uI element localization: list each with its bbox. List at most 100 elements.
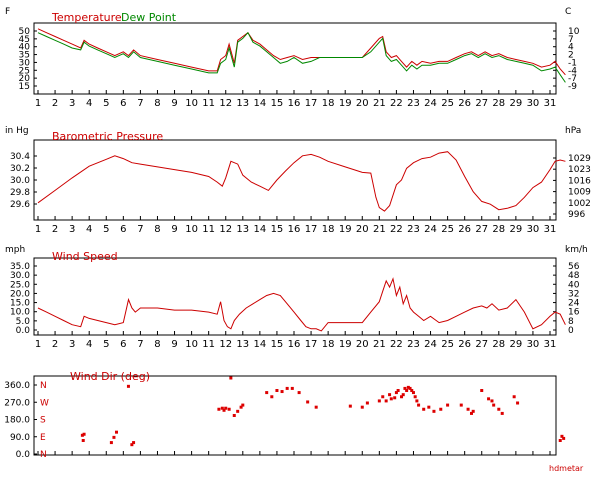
panel2-y-tick-label-right: 1023 xyxy=(568,165,591,175)
panel4-point xyxy=(130,443,134,447)
panel4-point xyxy=(297,391,301,395)
panel1-x-tick-label: 3 xyxy=(69,98,75,109)
panel4-point xyxy=(280,390,284,394)
panel4-point xyxy=(562,436,566,440)
panel3-x-tick-label: 11 xyxy=(202,339,215,350)
panel4-point xyxy=(490,399,494,403)
panel4-point xyxy=(126,384,130,388)
panel4-y-tick-label-left: 180.0 xyxy=(4,416,30,426)
panel1-x-tick-label: 18 xyxy=(322,98,335,109)
panel4-compass-label: W xyxy=(40,398,49,408)
panel4-y-tick-label-left: 90.0 xyxy=(10,433,30,443)
panel4-y-tick-label-left: 360.0 xyxy=(4,381,30,391)
panel2-x-tick-label: 10 xyxy=(185,224,198,235)
panel2-ylabel-right: hPa xyxy=(565,126,581,136)
panel1-y-tick-label-right: -9 xyxy=(568,82,577,92)
panel3-x-tick-label: 4 xyxy=(86,339,92,350)
panel2-series-line-1 xyxy=(37,151,566,212)
panel4-point xyxy=(400,395,404,399)
panel3-y-tick-label-right: 40 xyxy=(568,280,580,290)
panel1-x-tick-label: 24 xyxy=(424,98,437,109)
panel3-x-tick-label: 2 xyxy=(52,339,58,350)
panel2-title: Barometric Pressure xyxy=(52,130,163,143)
panel1-x-tick-label: 13 xyxy=(236,98,249,109)
panel4-point xyxy=(389,397,393,401)
panel1-x-tick-label: 21 xyxy=(373,98,386,109)
panel3-x-tick-label: 14 xyxy=(253,339,266,350)
panel4-point xyxy=(224,406,228,410)
panel1-x-tick-label: 2 xyxy=(52,98,58,109)
panel1-x-tick-label: 22 xyxy=(390,98,403,109)
panel4-point xyxy=(265,391,269,395)
panel2-x-tick-label: 20 xyxy=(356,224,369,235)
panel4-point xyxy=(229,376,233,380)
panel3-x-tick-label: 20 xyxy=(356,339,369,350)
panel1-ylabel-left: F xyxy=(5,7,10,17)
panel2-y-tick-label-right: 1002 xyxy=(568,199,591,209)
panel3-y-tick-label-right: 48 xyxy=(568,271,580,281)
panel1-x-tick-label: 7 xyxy=(137,98,143,109)
panel1-title-2: Dew Point xyxy=(121,11,177,24)
panel4-y-tick-label-left: 0.0 xyxy=(16,450,31,460)
panel2-x-tick-label: 23 xyxy=(407,224,420,235)
panel3-x-tick-label: 8 xyxy=(154,339,160,350)
panel2-x-tick-label: 14 xyxy=(253,224,266,235)
panel3-y-tick-label-left: 15.0 xyxy=(10,299,30,309)
panel4-compass-label: E xyxy=(40,433,46,443)
panel1-y-tick-label-right: 7 xyxy=(568,35,574,45)
panel1-y-tick-label-right: -1 xyxy=(568,58,577,68)
panel3-series-line-1 xyxy=(37,277,566,332)
panel2-y-tick-label-left: 30.4 xyxy=(10,152,30,162)
panel4-point xyxy=(394,391,398,395)
panel4-point xyxy=(413,395,417,399)
panel4-point xyxy=(109,441,113,445)
panel1-x-tick-label: 30 xyxy=(527,98,540,109)
panel3-y-tick-label-right: 0 xyxy=(568,326,574,336)
panel3-y-tick-label-left: 5.0 xyxy=(16,317,31,327)
panel1-x-tick-label: 19 xyxy=(339,98,352,109)
panel3-x-tick-label: 24 xyxy=(424,339,437,350)
panel1-x-tick-label: 17 xyxy=(305,98,318,109)
panel4-point xyxy=(236,409,240,413)
panel3-x-tick-label: 21 xyxy=(373,339,386,350)
panel2-x-tick-label: 1 xyxy=(35,224,41,235)
panel4-title: Wind Dir (deg) xyxy=(70,370,150,383)
panel3-x-tick-label: 1 xyxy=(35,339,41,350)
panel4-point xyxy=(439,407,443,411)
panel3-x-tick-label: 16 xyxy=(288,339,301,350)
panel4-point xyxy=(348,404,352,408)
panel1-x-tick-label: 15 xyxy=(271,98,284,109)
panel4-point xyxy=(415,399,419,403)
panel2-y-tick-label-right: 1029 xyxy=(568,154,591,164)
panel3-x-tick-label: 31 xyxy=(544,339,557,350)
panel2-x-tick-label: 28 xyxy=(492,224,505,235)
panel2-x-tick-label: 12 xyxy=(219,224,232,235)
panel4-point xyxy=(500,411,504,415)
panel2-y-tick-label-right: 1009 xyxy=(568,188,591,198)
panel2-plot-frame xyxy=(33,139,557,221)
panel2-y-tick-label-left: 29.8 xyxy=(10,188,30,198)
panel3-y-tick-label-right: 24 xyxy=(568,299,580,309)
panel3-x-tick-label: 6 xyxy=(120,339,126,350)
panel4-point xyxy=(360,405,364,409)
panel3-x-tick-label: 7 xyxy=(137,339,143,350)
panel1-x-tick-label: 16 xyxy=(288,98,301,109)
panel3-y-tick-label-right: 32 xyxy=(568,289,579,299)
panel3-x-tick-label: 28 xyxy=(492,339,505,350)
panel4-point xyxy=(411,391,415,395)
panel1-x-tick-label: 6 xyxy=(120,98,126,109)
panel4-point xyxy=(290,386,294,390)
panel3-x-tick-label: 15 xyxy=(271,339,284,350)
panel1-y-tick-label-left: 35 xyxy=(19,51,30,61)
panel3-y-tick-label-left: 30.0 xyxy=(10,271,30,281)
panel4-point xyxy=(408,386,412,390)
panel4-point xyxy=(396,389,400,392)
panel2-x-tick-label: 29 xyxy=(509,224,522,235)
panel3-y-tick-label-right: 56 xyxy=(568,262,580,272)
panel4-point xyxy=(480,389,484,392)
panel3-title: Wind Speed xyxy=(52,250,118,263)
panel2-x-tick-label: 15 xyxy=(271,224,284,235)
panel1-y-tick-label-left: 15 xyxy=(19,82,30,92)
panel4-point xyxy=(270,395,274,399)
